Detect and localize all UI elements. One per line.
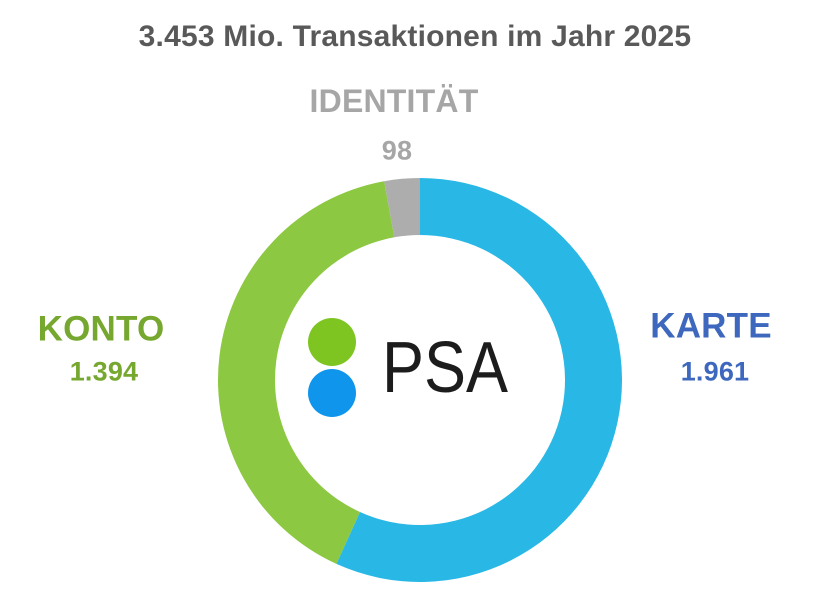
donut-segment-karte: [336, 178, 622, 583]
psa-logo-dot-green: [308, 318, 356, 366]
donut-segment-konto: [217, 181, 395, 564]
segment-value-identitaet: 98: [381, 135, 413, 166]
segment-label-karte: KARTE: [650, 306, 772, 346]
segment-label-konto: KONTO: [37, 309, 165, 349]
segment-value-karte: 1.961: [680, 356, 750, 387]
chart-title: 3.453 Mio. Transaktionen im Jahr 2025: [138, 20, 692, 53]
psa-logo-dot-blue: [308, 369, 356, 417]
donut-segment-identität: [384, 178, 420, 238]
psa-logo-text: PSA: [382, 328, 508, 408]
donut-segments: [217, 178, 622, 583]
segment-value-konto: 1.394: [69, 356, 139, 387]
segment-label-identitaet: IDENTITÄT: [309, 83, 479, 119]
